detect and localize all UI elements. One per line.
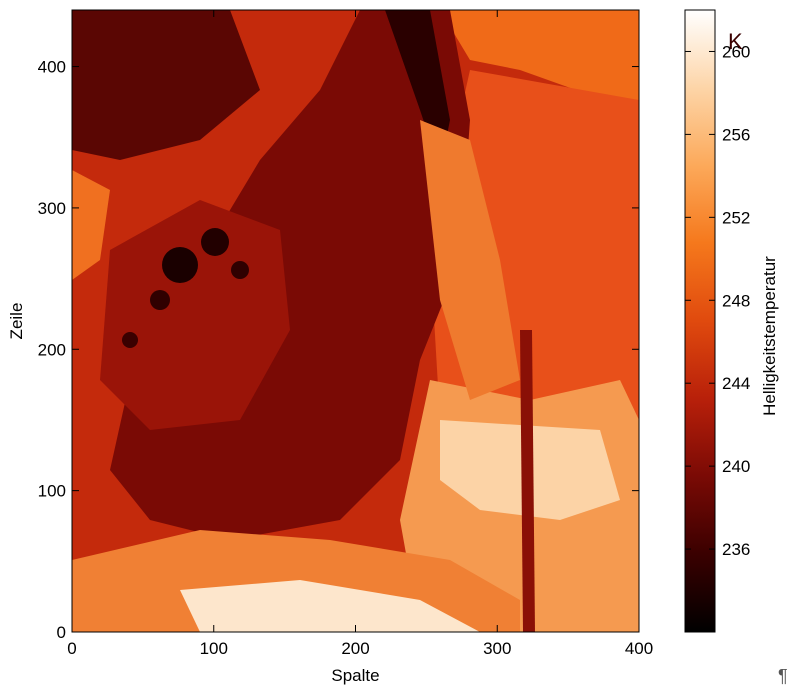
x-tick-label: 300 — [483, 639, 511, 658]
colorbar-label: Helligkeitstemperatur — [760, 256, 779, 416]
heatmap-blob — [231, 261, 249, 279]
heatmap-region-warm-left — [72, 170, 110, 280]
y-tick-label: 100 — [38, 482, 66, 501]
colorbar-tick-label: 260 — [722, 42, 750, 61]
colorbar-unit: K — [728, 29, 743, 54]
colorbar-tick-label: 236 — [722, 540, 750, 559]
heatmap-region-cluster — [100, 200, 290, 430]
x-axis-ticks: 0 100 200 300 400 — [67, 10, 653, 658]
heatmap-blob — [150, 290, 170, 310]
colorbar-tick-label: 244 — [722, 374, 750, 393]
y-axis-label: Zeile — [7, 303, 26, 340]
heatmap-field — [72, 10, 639, 632]
heatmap-region-bright-diagonal — [420, 120, 520, 400]
pilcrow-mark: ¶ — [778, 666, 788, 686]
y-axis-ticks: 0 100 200 300 400 — [38, 58, 639, 642]
x-tick-label: 100 — [200, 639, 228, 658]
x-tick-label: 200 — [341, 639, 369, 658]
y-tick-label: 400 — [38, 58, 66, 77]
x-tick-label: 0 — [67, 639, 76, 658]
x-tick-label: 400 — [625, 639, 653, 658]
y-tick-label: 0 — [57, 623, 66, 642]
colorbar-tick-label: 256 — [722, 125, 750, 144]
heatmap-region-vertical-streak — [520, 330, 535, 632]
x-axis-label: Spalte — [331, 666, 379, 685]
colorbar-ticks: 236 240 244 248 252 256 260 — [685, 42, 750, 559]
heatmap-region-dark-top-left — [72, 10, 260, 160]
heatmap-blob — [122, 332, 138, 348]
y-tick-label: 200 — [38, 340, 66, 359]
y-tick-label: 300 — [38, 199, 66, 218]
heatmap-blob — [201, 228, 229, 256]
colorbar — [684, 9, 716, 633]
colorbar-tick-label: 240 — [722, 457, 750, 476]
colorbar-tick-label: 248 — [722, 291, 750, 310]
heatmap-region-hottest-bottom — [180, 580, 480, 632]
colorbar-tick-label: 252 — [722, 208, 750, 227]
heatmap-blob — [162, 247, 198, 283]
